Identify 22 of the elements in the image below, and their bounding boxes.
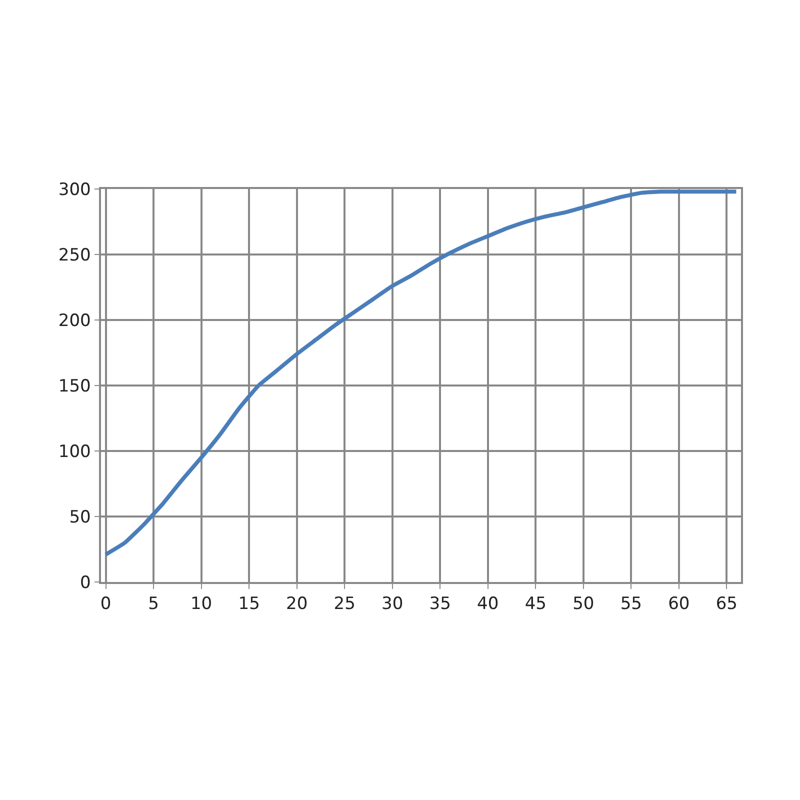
y-tick-label: 300 [58, 180, 91, 200]
x-tick-label: 20 [286, 594, 308, 614]
x-tick-label: 45 [524, 594, 546, 614]
x-tick-label: 25 [334, 594, 356, 614]
x-tick-label: 60 [668, 594, 690, 614]
x-tick-label: 10 [190, 594, 212, 614]
x-tick-label: 65 [716, 594, 738, 614]
y-tick-label: 0 [80, 572, 91, 593]
y-tick-label: 250 [58, 245, 91, 266]
x-tick-label: 30 [382, 594, 404, 614]
x-tick-label: 50 [572, 594, 594, 614]
y-tick-label: 200 [58, 310, 91, 331]
x-tick-label: 35 [429, 594, 451, 614]
x-tick-label: 5 [148, 594, 159, 614]
line-series [104, 190, 738, 556]
x-tick-label: 0 [100, 594, 112, 614]
x-tick-label: 15 [238, 594, 260, 614]
x-tick-label: 40 [477, 594, 499, 614]
y-tick-label: 100 [58, 442, 91, 462]
y-tick-label: 50 [69, 507, 91, 528]
x-tick-label: 55 [620, 594, 642, 614]
y-tick-label: 150 [58, 376, 91, 396]
